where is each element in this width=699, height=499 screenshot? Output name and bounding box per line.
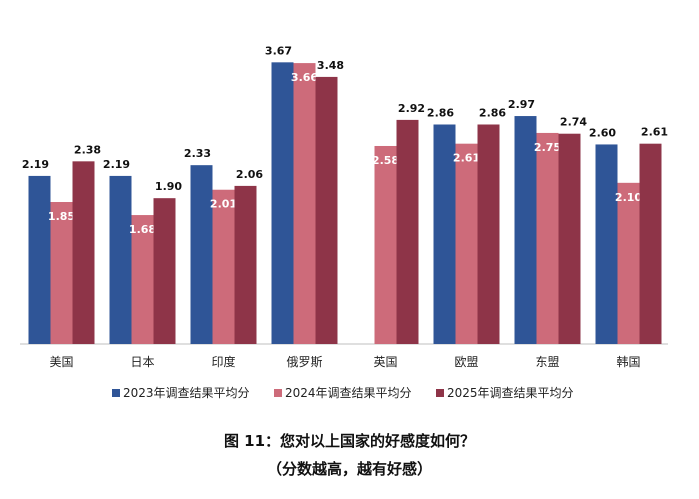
data-label: 2.61: [641, 126, 668, 139]
legend-swatch: [274, 389, 282, 397]
x-tick-label: 日本: [130, 355, 154, 369]
data-label: 2.86: [479, 106, 506, 119]
x-tick-label: 英国: [373, 355, 397, 369]
bar: [131, 215, 154, 344]
bar: [558, 133, 581, 344]
data-label: 2.97: [508, 98, 535, 111]
chart-subtitle: （分数越高，越有好感）: [266, 460, 432, 478]
bar: [639, 143, 662, 344]
legend-label: 2024年调查结果平均分: [285, 386, 412, 400]
bar: [109, 175, 132, 344]
data-label: 2.74: [560, 116, 587, 129]
data-label: 2.38: [74, 143, 101, 156]
bar-chart: 美国 2.19 1.85 2.38 日本 2.19 1.68 1.90 印度 2.33 2.01 2.…: [20, 44, 668, 400]
data-label: 2.61: [453, 152, 480, 165]
x-tick-label: 俄罗斯: [286, 355, 322, 369]
legend-swatch: [436, 389, 444, 397]
data-label: 2.75: [534, 141, 561, 154]
data-label: 1.90: [155, 180, 182, 193]
bar: [374, 145, 397, 344]
legend-label: 2025年调查结果平均分: [447, 386, 574, 400]
bar: [153, 198, 176, 344]
bar: [617, 182, 640, 344]
bar: [477, 124, 500, 345]
x-tick-label: 东盟: [535, 355, 559, 369]
x-tick-label: 欧盟: [454, 355, 478, 369]
bar: [28, 175, 51, 344]
data-label: 3.67: [265, 44, 292, 57]
data-label: 3.48: [317, 59, 344, 72]
data-label: 1.68: [129, 223, 156, 236]
data-label: 2.06: [236, 168, 263, 181]
data-label: 2.19: [22, 158, 49, 171]
bar: [212, 189, 235, 344]
x-tick-label: 印度: [211, 354, 235, 369]
chart-title: 图 11：您对以上国家的好感度如何？: [223, 432, 476, 450]
bar: [315, 76, 338, 344]
x-tick-label: 韩国: [616, 354, 640, 369]
bar: [50, 202, 73, 344]
bar: [234, 185, 257, 344]
data-label: 2.10: [615, 191, 642, 204]
data-label: 2.60: [589, 126, 616, 139]
bar: [72, 161, 95, 344]
bar: [271, 62, 294, 344]
bar: [190, 165, 213, 344]
bar: [595, 144, 618, 344]
legend-swatch: [112, 389, 120, 397]
data-label: 2.58: [372, 154, 399, 167]
data-label: 2.01: [210, 198, 237, 211]
data-label: 3.66: [291, 71, 318, 84]
legend-label: 2023年调查结果平均分: [123, 386, 250, 400]
data-label: 2.86: [427, 106, 454, 119]
bar: [455, 143, 478, 344]
bar: [396, 119, 419, 344]
bar: [514, 116, 537, 345]
x-tick-label: 美国: [49, 355, 73, 369]
data-label: 2.92: [398, 102, 425, 115]
bar: [536, 132, 559, 344]
data-label: 2.33: [184, 147, 211, 160]
data-label: 2.19: [103, 158, 130, 171]
bar: [293, 63, 316, 344]
data-label: 1.85: [48, 210, 75, 223]
bar: [433, 124, 456, 345]
